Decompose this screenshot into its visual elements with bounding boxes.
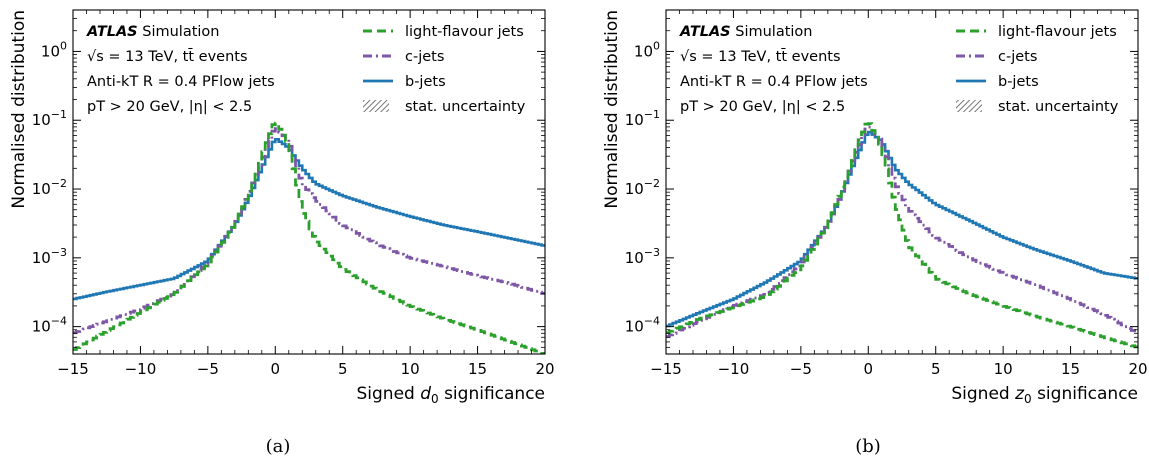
x-tick-label: 0 — [271, 360, 281, 378]
info-energy: √s = 13 TeV, tt̄ events — [680, 47, 841, 65]
y-tick-label: 100 — [41, 39, 67, 60]
x-tick-label: −5 — [790, 360, 812, 378]
legend-swatch-hatch — [363, 100, 389, 112]
y-tick-label: 10−2 — [625, 177, 660, 198]
y-tick-label: 10−2 — [32, 177, 67, 198]
x-tick-label: 10 — [994, 360, 1013, 378]
x-tick-label: −5 — [197, 360, 219, 378]
series-line-c-jets — [666, 125, 1138, 338]
x-tick-label: −15 — [650, 360, 682, 378]
series-line-light-flavour-jets — [73, 121, 545, 354]
panel-caption: (b) — [855, 436, 881, 457]
y-axis-label: Normalised distribution — [9, 10, 29, 209]
legend-label-stat-uncertainty: stat. uncertainty — [405, 99, 526, 115]
x-tick-label: 0 — [864, 360, 874, 378]
y-tick-label: 10−3 — [625, 246, 660, 267]
legend-label-b-jets: b-jets — [998, 74, 1039, 90]
series-group — [666, 122, 1138, 349]
series-line-b-jets — [666, 130, 1138, 328]
series-line-b-jets — [73, 138, 545, 301]
legend-label-b-jets: b-jets — [405, 74, 446, 90]
x-tick-label: 5 — [338, 360, 348, 378]
info-jets: Anti-kT R = 0.4 PFlow jets — [87, 74, 275, 90]
info-cuts: pT > 20 GeV, |η| < 2.5 — [680, 99, 845, 115]
legend-label-light-flavour-jets: light-flavour jets — [998, 24, 1117, 40]
series-line-c-jets — [73, 127, 545, 335]
info-energy: √s = 13 TeV, tt̄ events — [87, 47, 248, 65]
chart-panel-b: −15 −10 −5 0 5 10 15 20 100 10−1 10−2 10−3 10−4 Signe… — [602, 9, 1148, 457]
y-tick-label: 10−3 — [32, 246, 67, 267]
series-group — [73, 121, 545, 354]
info-cuts: pT > 20 GeV, |η| < 2.5 — [87, 99, 252, 115]
info-jets: Anti-kT R = 0.4 PFlow jets — [680, 74, 868, 90]
chart-panel-a: −15 −10 −5 0 5 10 15 20 100 10−1 10−2 10−3 10−4 Signe… — [9, 9, 555, 457]
legend-label-light-flavour-jets: light-flavour jets — [405, 24, 524, 40]
x-tick-label: 20 — [535, 360, 554, 378]
plot-frame — [72, 9, 546, 355]
legend-label-stat-uncertainty: stat. uncertainty — [998, 99, 1119, 115]
x-axis-label: Signed z0 significance — [951, 384, 1138, 406]
x-tick-label: −10 — [718, 360, 750, 378]
legend-label-c-jets: c-jets — [998, 49, 1037, 65]
atlas-label: ATLAS Simulation — [679, 24, 813, 40]
x-axis-label: Signed d0 significance — [357, 384, 546, 406]
legend-swatch-hatch — [956, 100, 982, 112]
x-tick-label: 20 — [1128, 360, 1147, 378]
y-tick-label: 10−1 — [625, 108, 660, 129]
y-tick-label: 10−1 — [32, 108, 67, 129]
plot-frame — [665, 9, 1139, 355]
y-tick-label: 100 — [634, 39, 660, 60]
atlas-label: ATLAS Simulation — [86, 24, 220, 40]
x-tick-label: 10 — [401, 360, 420, 378]
series-line-light-flavour-jets — [666, 122, 1138, 349]
y-axis-label: Normalised distribution — [602, 10, 622, 209]
x-tick-label: 15 — [1061, 360, 1080, 378]
x-tick-label: −10 — [125, 360, 157, 378]
x-tick-label: 15 — [468, 360, 487, 378]
legend-label-c-jets: c-jets — [405, 49, 444, 65]
y-tick-label: 10−4 — [625, 315, 660, 336]
panel-caption: (a) — [266, 436, 291, 457]
y-tick-label: 10−4 — [32, 315, 67, 336]
x-tick-label: −15 — [57, 360, 89, 378]
x-tick-label: 5 — [931, 360, 941, 378]
